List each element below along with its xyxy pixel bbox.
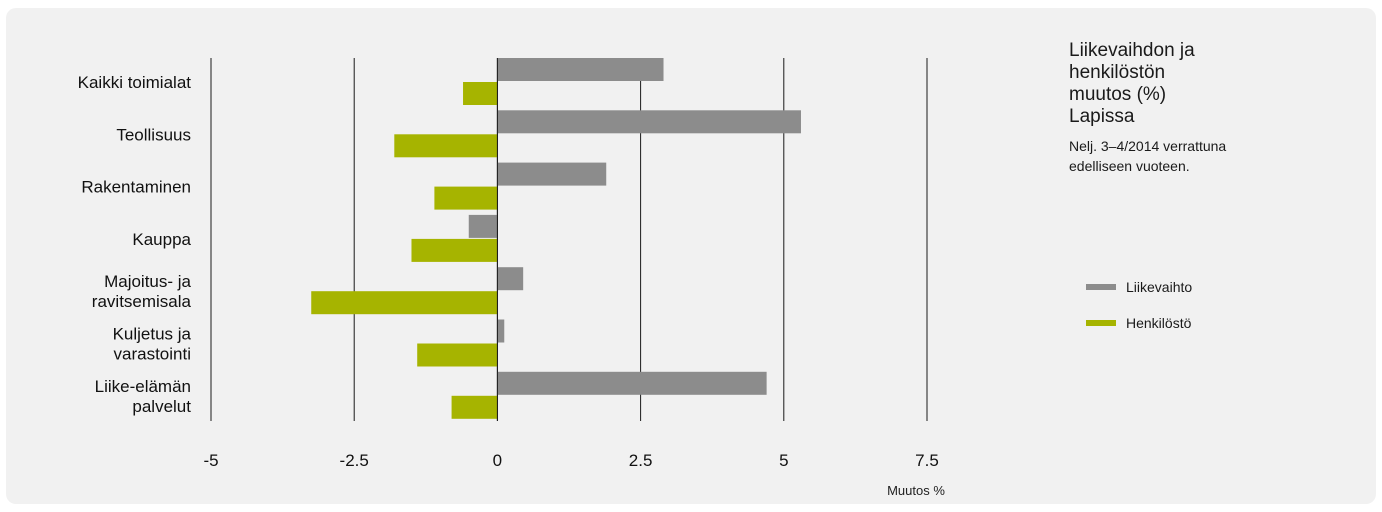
bar-henkilosto bbox=[463, 82, 498, 105]
bar-henkilosto bbox=[394, 134, 498, 158]
bar-henkilosto bbox=[417, 343, 498, 367]
x-tick-label: -5 bbox=[203, 451, 218, 470]
legend: Liikevaihto Henkilöstö bbox=[1086, 276, 1192, 348]
legend-item-henkilosto: Henkilöstö bbox=[1086, 312, 1192, 334]
legend-item-liikevaihto: Liikevaihto bbox=[1086, 276, 1192, 298]
category-label: Kuljetus ja bbox=[113, 325, 192, 344]
category-label: Teollisuus bbox=[116, 125, 191, 144]
legend-swatch-liikevaihto bbox=[1086, 284, 1116, 290]
x-tick-label: -2.5 bbox=[340, 451, 369, 470]
category-label: Majoitus- ja bbox=[104, 272, 191, 291]
bar-henkilosto bbox=[434, 186, 498, 210]
bar-henkilosto bbox=[311, 291, 498, 315]
bar-liikevaihto bbox=[497, 371, 767, 395]
legend-label-liikevaihto: Liikevaihto bbox=[1126, 279, 1193, 295]
x-tick-label: 2.5 bbox=[629, 451, 653, 470]
category-label: Liike-elämän bbox=[95, 377, 191, 396]
bar-liikevaihto bbox=[468, 214, 498, 238]
category-label: varastointi bbox=[114, 345, 191, 364]
bar-liikevaihto bbox=[497, 162, 607, 186]
category-label: ravitsemisala bbox=[92, 292, 192, 311]
category-label: Kauppa bbox=[132, 230, 191, 249]
bar-liikevaihto bbox=[497, 110, 801, 134]
bar-liikevaihto bbox=[497, 58, 664, 81]
x-axis-label: Muutos % bbox=[887, 483, 945, 498]
bar-henkilosto bbox=[451, 395, 498, 419]
bar-liikevaihto bbox=[497, 319, 505, 343]
x-tick-label: 5 bbox=[779, 451, 788, 470]
chart-title: Liikevaihdon ja henkilöstön muutos (%) L… bbox=[1069, 40, 1195, 127]
chart-panel bbox=[6, 8, 1376, 504]
category-label: palvelut bbox=[132, 397, 191, 416]
category-label: Rakentaminen bbox=[81, 178, 191, 197]
bar-henkilosto bbox=[411, 238, 498, 262]
legend-label-henkilosto: Henkilöstö bbox=[1126, 315, 1192, 331]
legend-swatch-henkilosto bbox=[1086, 320, 1116, 326]
category-label: Kaikki toimialat bbox=[78, 73, 192, 92]
bar-chart: Kaikki toimialat Teollisuus Rakentaminen Ka… bbox=[78, 58, 945, 498]
bar-liikevaihto bbox=[497, 267, 524, 291]
x-tick-label: 7.5 bbox=[915, 451, 939, 470]
chart-subtitle: Nelj. 3–4/2014 verrattuna edelliseen vuo… bbox=[1069, 138, 1227, 174]
x-tick-label: 0 bbox=[493, 451, 502, 470]
chart-info: Liikevaihdon ja henkilöstön muutos (%) L… bbox=[1069, 40, 1329, 176]
